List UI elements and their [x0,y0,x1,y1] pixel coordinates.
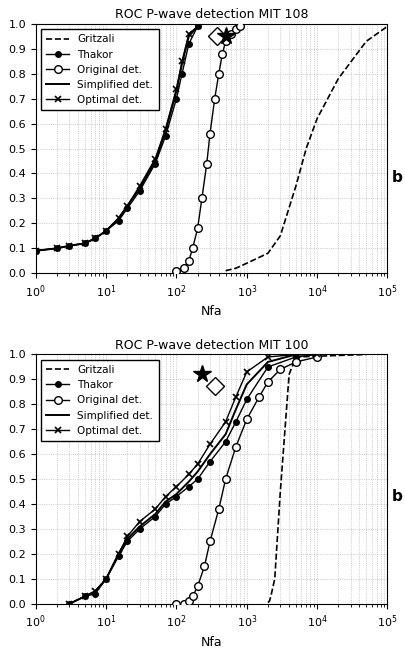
X-axis label: Nfa: Nfa [200,305,222,318]
Text: b: b [391,489,402,503]
Title: ROC P-wave detection MIT 100: ROC P-wave detection MIT 100 [115,339,308,352]
Legend: Gritzali, Thakor, Original det., Simplified det., Optimal det.: Gritzali, Thakor, Original det., Simplif… [41,29,158,110]
X-axis label: Nfa: Nfa [200,636,222,648]
Title: ROC P-wave detection MIT 108: ROC P-wave detection MIT 108 [115,9,308,21]
Legend: Gritzali, Thakor, Original det., Simplified det., Optimal det.: Gritzali, Thakor, Original det., Simplif… [41,359,158,441]
Text: b: b [391,170,402,185]
